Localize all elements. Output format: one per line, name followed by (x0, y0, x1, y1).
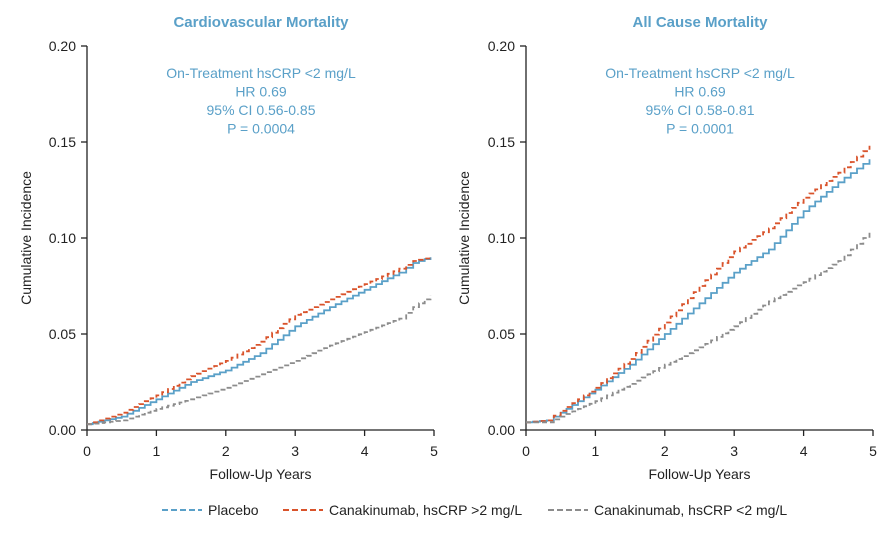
stat-annotation-line: HR 0.69 (235, 84, 287, 100)
stat-annotation-line: HR 0.69 (674, 84, 726, 100)
y-tick-label: 0.00 (49, 422, 76, 438)
y-tick-label: 0.10 (49, 230, 76, 246)
legend-item: Canakinumab, hsCRP >2 mg/L (283, 502, 522, 518)
legend-label: Placebo (208, 502, 259, 518)
x-tick-label: 1 (153, 443, 161, 459)
x-tick-label: 5 (430, 443, 438, 459)
series-line-canakinumab-high (526, 145, 871, 424)
x-axis-label: Follow-Up Years (210, 466, 312, 482)
stat-annotation-line: 95% CI 0.56-0.85 (207, 102, 316, 118)
x-tick-label: 2 (661, 443, 669, 459)
x-tick-label: 4 (800, 443, 808, 459)
legend-label: Canakinumab, hsCRP <2 mg/L (594, 502, 787, 518)
x-tick-label: 4 (361, 443, 369, 459)
y-tick-label: 0.10 (488, 230, 515, 246)
x-tick-label: 3 (291, 443, 299, 459)
y-axis-label: Cumulative Incidence (18, 171, 34, 305)
series-line-canakinumab-low (87, 295, 432, 426)
legend: Placebo Canakinumab, hsCRP >2 mg/L Canakin… (162, 502, 787, 518)
panel-2: All Cause Mortality 0.00 0.05 0.10 0.15 0.20 0… (456, 14, 877, 482)
y-tick-label: 0.05 (488, 326, 515, 342)
legend-item: Canakinumab, hsCRP <2 mg/L (548, 502, 787, 518)
stat-annotation-line: P = 0.0001 (666, 121, 734, 137)
chart-title: Cardiovascular Mortality (173, 14, 349, 31)
x-tick-label: 5 (869, 443, 877, 459)
x-tick-label: 1 (592, 443, 600, 459)
x-tick-label: 0 (83, 443, 91, 459)
stat-annotation-line: On-Treatment hsCRP <2 mg/L (166, 65, 356, 81)
legend-item: Placebo (162, 502, 259, 518)
stat-annotation-line: 95% CI 0.58-0.81 (646, 102, 755, 118)
y-tick-label: 0.05 (49, 326, 76, 342)
series-line-canakinumab-high (87, 257, 432, 426)
y-axis-label: Cumulative Incidence (456, 171, 472, 305)
chart-title: All Cause Mortality (632, 14, 768, 31)
x-axis-label: Follow-Up Years (649, 466, 751, 482)
x-tick-label: 0 (522, 443, 530, 459)
series-line-placebo (526, 159, 871, 424)
y-tick-label: 0.15 (49, 134, 76, 150)
y-tick-label: 0.20 (49, 38, 76, 54)
y-tick-label: 0.15 (488, 134, 515, 150)
series-line-canakinumab-low (526, 232, 871, 424)
stat-annotation-line: P = 0.0004 (227, 121, 295, 137)
series-line-placebo (87, 257, 432, 426)
x-tick-label: 3 (730, 443, 738, 459)
y-tick-label: 0.00 (488, 422, 515, 438)
x-tick-label: 2 (222, 443, 230, 459)
y-tick-label: 0.20 (488, 38, 515, 54)
legend-label: Canakinumab, hsCRP >2 mg/L (329, 502, 522, 518)
panel-1: Cardiovascular Mortality 0.00 0.05 0.10 0.15… (18, 14, 438, 482)
stat-annotation-line: On-Treatment hsCRP <2 mg/L (605, 65, 795, 81)
